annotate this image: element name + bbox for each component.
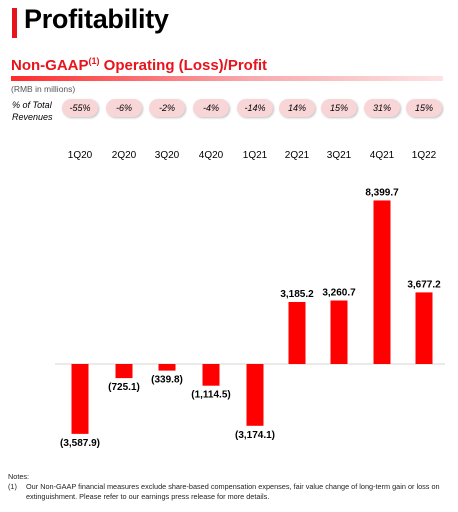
category-label: 1Q21 (242, 150, 268, 161)
bar (115, 364, 133, 379)
bar (246, 364, 264, 426)
pct-pill: -2% (149, 99, 185, 117)
bar (373, 200, 391, 364)
bar-value-label: 3,185.2 (280, 289, 314, 300)
chart-subtitle: Non-GAAP(1) Operating (Loss)/Profit (11, 56, 267, 74)
notes-heading: Notes: (8, 472, 30, 481)
bar (202, 364, 220, 386)
bar (415, 292, 433, 364)
category-label: 4Q20 (198, 150, 224, 161)
pct-pill: 14% (279, 99, 315, 117)
category-label: 2Q20 (111, 150, 137, 161)
note-text: Our Non-GAAP financial measures exclude … (26, 482, 440, 501)
notes: Notes: (1) Our Non-GAAP financial measur… (8, 472, 446, 502)
bar-chart: (3,587.9) (725.1) (339.8) (1,114.5) (3,174.1… (55, 187, 445, 449)
category-label: 3Q20 (154, 150, 180, 161)
category-label: 2Q21 (284, 150, 310, 161)
subtitle-main: Non-GAAP (11, 57, 89, 74)
category-label: 1Q22 (411, 150, 437, 161)
title-accent-bar (12, 8, 17, 38)
subtitle-rule (11, 76, 443, 81)
pct-pill: 15% (321, 99, 357, 117)
bar-value-label: (3,587.9) (60, 438, 100, 449)
bar-value-label: (725.1) (108, 382, 140, 393)
bar (71, 364, 89, 434)
bar-value-label: 3,677.2 (407, 279, 441, 290)
pct-pill: -4% (193, 99, 229, 117)
units-label: (RMB in millions) (11, 84, 76, 94)
pct-pill: 15% (406, 99, 442, 117)
bar (158, 364, 176, 371)
bar-value-label: (3,174.1) (235, 430, 275, 441)
subtitle-footnote-ref: (1) (88, 56, 100, 66)
bar-value-label: (1,114.5) (191, 390, 230, 401)
subtitle-rest: Operating (Loss)/Profit (99, 57, 268, 74)
category-label: 1Q20 (67, 150, 93, 161)
pct-row-label-line1: % of Total (12, 100, 52, 110)
bar (330, 300, 348, 364)
category-label: 3Q21 (326, 150, 352, 161)
bar-value-label: 3,260.7 (322, 288, 356, 299)
bar-value-label: 8,399.7 (365, 187, 399, 198)
page-title: Profitability (24, 4, 169, 34)
pct-row-label: % of Total Revenues (12, 99, 72, 123)
pct-row-label-line2: Revenues (12, 112, 53, 122)
category-label: 4Q21 (369, 150, 395, 161)
note-number: (1) (8, 482, 17, 491)
pct-pill: -14% (237, 99, 273, 117)
bar (288, 301, 306, 364)
bar-value-label: (339.8) (151, 375, 183, 386)
pct-pill: -55% (62, 99, 98, 117)
note-item: (1) Our Non-GAAP financial measures excl… (8, 482, 446, 502)
pct-pill: -6% (106, 99, 142, 117)
pct-pill: 31% (364, 99, 400, 117)
